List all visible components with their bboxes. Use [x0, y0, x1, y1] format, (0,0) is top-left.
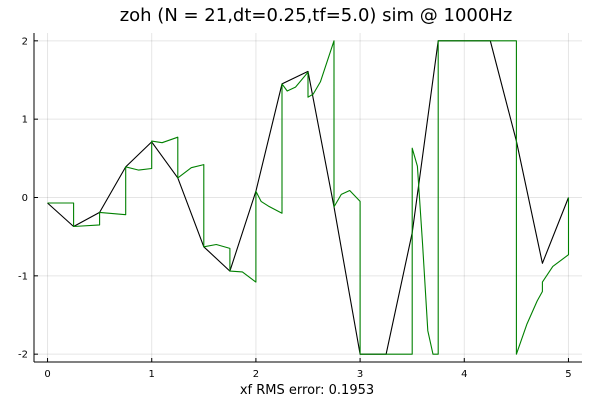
series-group [47, 40, 570, 355]
y-tick-label: -1 [18, 271, 28, 282]
x-tick-label: 5 [565, 369, 571, 380]
y-tick-label: -2 [18, 350, 28, 361]
y-tick-label: 2 [22, 36, 28, 47]
simulation-series-line [47, 40, 570, 355]
x-tick-label: 1 [149, 369, 155, 380]
y-tick-label: 1 [22, 115, 28, 126]
x-axis-label: xf RMS error: 0.1953 [240, 383, 374, 398]
x-tick-label: 4 [461, 369, 467, 380]
x-tick-label: 2 [253, 369, 259, 380]
y-tick-label: 0 [22, 193, 28, 204]
x-tick-label: 3 [357, 369, 363, 380]
x-tick-label: 0 [44, 369, 50, 380]
axes: 0 1 2 3 4 5 2 1 0 -1 -2 [18, 33, 582, 380]
chart-title: zoh (N = 21,dt=0.25,tf=5.0) sim @ 1000Hz [120, 5, 513, 26]
